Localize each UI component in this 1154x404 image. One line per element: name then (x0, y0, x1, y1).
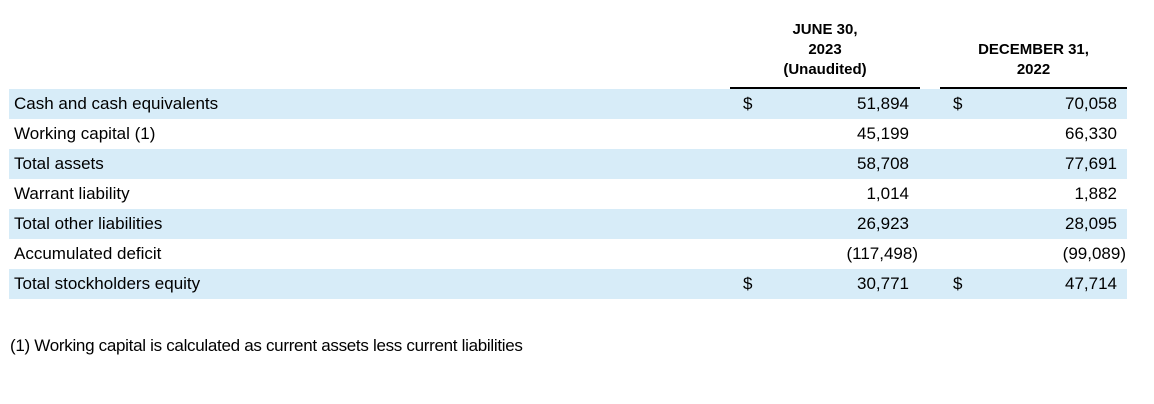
row-label: Cash and cash equivalents (14, 94, 219, 113)
table-row: Cash and cash equivalents $ 51,894 $ 70,… (9, 89, 1127, 119)
amount: (117,498) (846, 244, 918, 263)
value-dec-2022: 1,882 (940, 184, 1127, 204)
row-label: Accumulated deficit (14, 244, 162, 263)
amount: (99,089) (1062, 244, 1126, 263)
currency-symbol: $ (743, 94, 753, 113)
table-row: Total assets 58,708 77,691 (9, 149, 1127, 179)
table-row: Working capital (1) 45,199 66,330 (9, 119, 1127, 149)
value-jun-2023: 58,708 (730, 154, 920, 174)
financial-summary-table: JUNE 30, 2023 (Unaudited) DECEMBER 31, 2… (9, 20, 1127, 299)
row-label: Total assets (14, 154, 104, 173)
value-jun-2023: 1,014 (730, 184, 920, 204)
value-dec-2022: 66,330 (940, 124, 1127, 144)
currency-symbol: $ (953, 94, 963, 113)
amount: 26,923 (857, 214, 909, 233)
value-jun-2023: $ 30,771 (730, 274, 920, 294)
currency-symbol: $ (953, 274, 963, 293)
value-dec-2022: 28,095 (940, 214, 1127, 234)
amount: 45,199 (857, 124, 909, 143)
row-label: Working capital (1) (14, 124, 156, 143)
table-row: Accumulated deficit (117,498) (99,089) (9, 239, 1127, 269)
table-row: Total stockholders equity $ 30,771 $ 47,… (9, 269, 1127, 299)
header-line: 2022 (1016, 61, 1051, 78)
value-dec-2022: $ 47,714 (940, 274, 1127, 294)
value-jun-2023: (117,498) (730, 244, 920, 264)
value-dec-2022: $ 70,058 (940, 94, 1127, 114)
table-header-row: JUNE 30, 2023 (Unaudited) DECEMBER 31, 2… (9, 20, 1127, 89)
row-label: Total other liabilities (14, 214, 163, 233)
header-line: 2023 (808, 41, 842, 58)
table-row: Warrant liability 1,014 1,882 (9, 179, 1127, 209)
amount: 77,691 (1065, 154, 1117, 173)
amount: 30,771 (857, 274, 909, 293)
amount: 70,058 (1065, 94, 1117, 113)
value-jun-2023: $ 51,894 (730, 94, 920, 114)
column-header-jun-2023: JUNE 30, 2023 (Unaudited) (730, 20, 920, 89)
amount: 1,014 (866, 184, 909, 203)
column-header-dec-2022: DECEMBER 31, 2022 (940, 40, 1127, 89)
value-jun-2023: 45,199 (730, 124, 920, 144)
header-line: JUNE 30, (792, 21, 858, 38)
amount: 28,095 (1065, 214, 1117, 233)
table-row: Total other liabilities 26,923 28,095 (9, 209, 1127, 239)
amount: 58,708 (857, 154, 909, 173)
amount: 47,714 (1065, 274, 1117, 293)
amount: 66,330 (1065, 124, 1117, 143)
amount: 1,882 (1074, 184, 1117, 203)
value-jun-2023: 26,923 (730, 214, 920, 234)
currency-symbol: $ (743, 274, 753, 293)
header-line: DECEMBER 31, (978, 41, 1089, 58)
row-label: Total stockholders equity (14, 274, 201, 293)
row-label: Warrant liability (14, 184, 130, 203)
financial-summary-page: JUNE 30, 2023 (Unaudited) DECEMBER 31, 2… (9, 20, 1127, 355)
value-dec-2022: 77,691 (940, 154, 1127, 174)
value-dec-2022: (99,089) (940, 244, 1127, 264)
amount: 51,894 (857, 94, 909, 113)
header-line: (Unaudited) (783, 61, 867, 78)
working-capital-footnote: (1) Working capital is calculated as cur… (10, 336, 523, 355)
